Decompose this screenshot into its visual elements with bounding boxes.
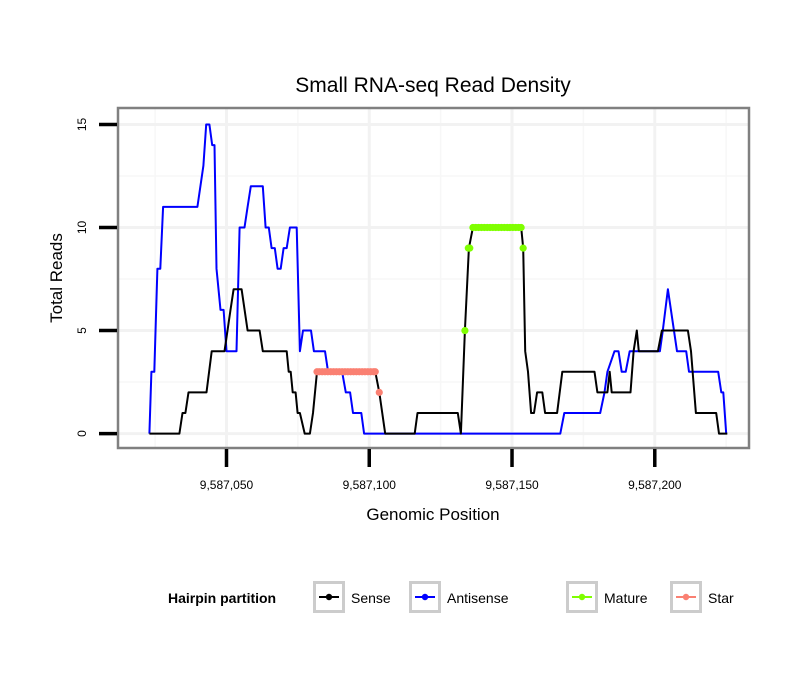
- data-point-mature: [519, 244, 527, 252]
- panel-border: [116, 106, 751, 450]
- legend-label: Star: [708, 590, 734, 606]
- legend-key-point: [325, 593, 333, 601]
- x-tick-label: 9,587,150: [485, 478, 539, 492]
- data-point-mature: [517, 223, 525, 232]
- chart-title: Small RNA-seq Read Density: [295, 74, 571, 97]
- legend-key-point: [421, 593, 429, 601]
- series-points: [313, 223, 527, 396]
- legend-item-star: Star: [670, 581, 734, 613]
- data-point-mature: [461, 326, 469, 335]
- legend-item-mature: Mature: [566, 581, 648, 613]
- x-axis-title: Genomic Position: [366, 505, 499, 524]
- legend-item-sense: Sense: [313, 581, 391, 613]
- y-tick-label: 15: [75, 117, 89, 131]
- x-tick-label: 9,587,050: [200, 478, 254, 492]
- y-tick-label: 0: [75, 430, 89, 437]
- legend-key-point: [578, 593, 586, 601]
- legend-title: Hairpin partition: [168, 590, 276, 606]
- series-line-antisense: [148, 123, 728, 435]
- data-point-star: [375, 388, 383, 396]
- series-lines: [148, 123, 728, 435]
- legend-entries: Sense Antisense Mature Star: [313, 581, 734, 613]
- legend-label: Antisense: [447, 590, 509, 606]
- plot-panel: [116, 106, 751, 450]
- legend-key-point: [682, 593, 690, 601]
- y-tick-label: 5: [75, 327, 89, 334]
- legend-label: Sense: [351, 590, 391, 606]
- x-tick-label: 9,587,100: [343, 478, 397, 492]
- y-tick-label: 10: [75, 221, 89, 235]
- data-point-mature: [466, 244, 474, 252]
- legend-item-antisense: Antisense: [409, 581, 509, 613]
- x-tick-label: 9,587,200: [628, 478, 682, 492]
- panel-background: [118, 108, 749, 448]
- legend-label: Mature: [604, 590, 648, 606]
- y-axis-title: Total Reads: [47, 233, 66, 323]
- series-line-sense: [149, 226, 728, 435]
- y-axis: 0 5 10 15: [75, 117, 117, 437]
- gridlines: [118, 108, 749, 448]
- data-point-star: [371, 368, 379, 376]
- legend: Hairpin partition Sense Antisense Mature St…: [168, 581, 734, 613]
- x-axis: 9,587,050 9,587,100 9,587,150 9,587,200: [200, 449, 682, 492]
